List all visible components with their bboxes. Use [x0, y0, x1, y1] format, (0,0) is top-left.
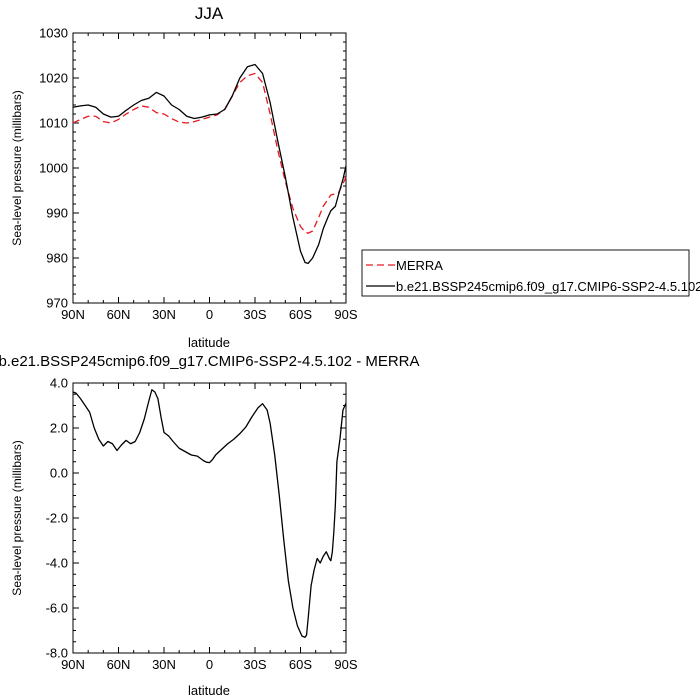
top-x-tick-label: 0 [206, 307, 213, 322]
bottom-x-tick-label: 30N [152, 657, 176, 672]
top-x-tick-label: 90N [61, 307, 85, 322]
top-x-tick-label: 60S [289, 307, 312, 322]
top-x-tick-label: 30N [152, 307, 176, 322]
bottom-y-tick-label: -4.0 [46, 556, 68, 571]
top-series-line-0 [72, 72, 347, 234]
bottom-panel: b.e21.BSSP245cmip6.f09_g17.CMIP6-SSP2-4.… [0, 353, 420, 698]
top-x-axis-label: latitude [188, 335, 230, 350]
bottom-x-tick-label: 60N [107, 657, 131, 672]
bottom-y-tick-label: 2.0 [50, 421, 68, 436]
top-plot-area: 90N 60N 30N 0 30S 60S 90S 970 980 990 1000 1010 1020… [39, 26, 358, 323]
bottom-x-tick-label: 90S [334, 657, 357, 672]
top-y-tick-label: 1000 [39, 161, 68, 176]
bottom-y-tick-label: -2.0 [46, 511, 68, 526]
bottom-y-tick-label: 0.0 [50, 466, 68, 481]
bottom-y-tick-label: 4.0 [50, 376, 68, 391]
bottom-y-axis-label: Sea-level pressure (millibars) [10, 440, 24, 595]
bottom-chart-title: b.e21.BSSP245cmip6.f09_g17.CMIP6-SSP2-4.… [0, 353, 420, 370]
bottom-series-line-0 [72, 389, 347, 638]
bottom-y-tick-label: -8.0 [46, 646, 68, 661]
bottom-plot-area: 90N 60N 30N 0 30S 60S 90S -8.0 -6.0 -4.0 -2.0 0.0 2.… [46, 376, 358, 673]
bottom-x-tick-label: 30S [243, 657, 266, 672]
top-series-line-1 [72, 63, 347, 265]
top-y-tick-label: 990 [46, 206, 68, 221]
top-y-tick-label: 1020 [39, 71, 68, 86]
top-y-tick-label: 970 [46, 296, 68, 311]
bottom-x-tick-label: 0 [206, 657, 213, 672]
legend-label-merra: MERRA [396, 258, 443, 273]
top-x-tick-label: 90S [334, 307, 357, 322]
bottom-x-tick-label: 60S [289, 657, 312, 672]
top-panel: JJA 90N 60N 30N 0 30S 60S 90S 970 980 990 1000 1010… [10, 4, 700, 350]
legend-box [361, 249, 690, 297]
top-y-tick-label: 1010 [39, 116, 68, 131]
legend-label-model: b.e21.BSSP245cmip6.f09_g17.CMIP6-SSP2-4.… [396, 279, 700, 294]
bottom-x-axis-label: latitude [188, 683, 230, 698]
top-y-tick-label: 1030 [39, 26, 68, 41]
top-x-tick-label: 30S [243, 307, 266, 322]
bottom-x-tick-label: 90N [61, 657, 85, 672]
bottom-plot-frame [72, 382, 347, 654]
legend: MERRA b.e21.BSSP245cmip6.f09_g17.CMIP6-S… [361, 249, 700, 297]
top-y-tick-label: 980 [46, 251, 68, 266]
top-y-axis-label: Sea-level pressure (millibars) [10, 90, 24, 245]
top-chart-title: JJA [195, 4, 224, 23]
top-x-tick-label: 60N [107, 307, 131, 322]
bottom-y-tick-label: -6.0 [46, 601, 68, 616]
